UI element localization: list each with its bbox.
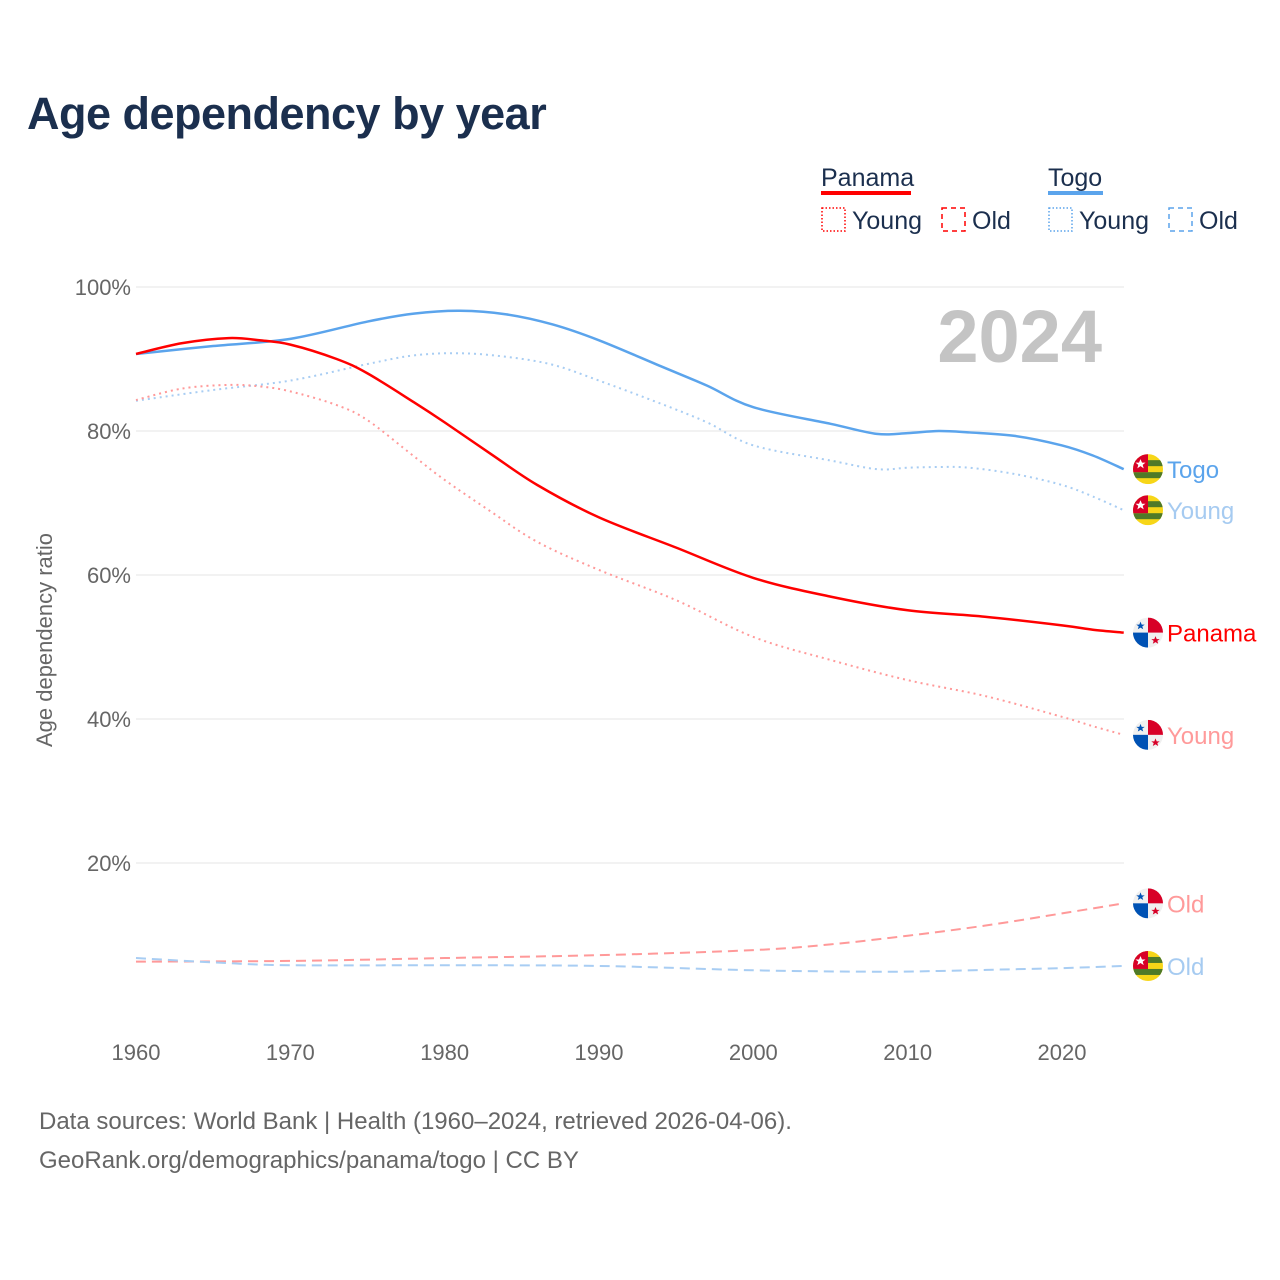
series-end-labels: Togo Young Panama Young Old Old	[1133, 454, 1257, 981]
grid	[136, 286, 1124, 864]
x-axis: 1960 1970 1980 1990 2000 2010 2020	[112, 1040, 1087, 1065]
series-label: Togo	[1167, 457, 1219, 484]
y-tick-label: 20%	[87, 851, 131, 876]
legend-swatch-young	[821, 207, 846, 232]
legend: Panama Young Old Togo Young Old	[821, 164, 1238, 235]
legend-line-swatch	[1048, 191, 1103, 195]
legend-country: Togo	[1048, 164, 1102, 192]
x-tick-label: 1980	[420, 1040, 469, 1065]
togo-flag-icon	[1133, 951, 1163, 981]
legend-item-label: Old	[972, 207, 1011, 235]
series-line-togo-young	[135, 352, 1125, 512]
legend-swatch-young	[1048, 207, 1073, 232]
end-label-togo-young: Young	[1133, 495, 1234, 526]
series-label: Old	[1167, 954, 1204, 981]
end-label-panama-old: Old	[1133, 888, 1204, 919]
series-line-togo-old	[135, 957, 1124, 973]
series-lines	[135, 309, 1125, 973]
series-line-panama-old	[135, 902, 1124, 963]
legend-swatch-old	[941, 207, 966, 232]
y-axis: 20% 40% 60% 80% 100%	[75, 275, 131, 876]
legend-line-swatch	[821, 191, 911, 195]
y-tick-label: 60%	[87, 563, 131, 588]
series-label: Young	[1167, 723, 1234, 750]
y-tick-label: 80%	[87, 419, 131, 444]
togo-flag-icon	[1133, 454, 1163, 484]
legend-item-label: Old	[1199, 207, 1238, 235]
legend-group-panama: Panama Young Old	[821, 164, 1011, 235]
x-tick-label: 2010	[883, 1040, 932, 1065]
panama-flag-icon	[1133, 618, 1163, 648]
series-label: Old	[1167, 891, 1204, 918]
x-tick-label: 2000	[729, 1040, 778, 1065]
togo-flag-icon	[1133, 495, 1163, 525]
panama-flag-icon	[1133, 720, 1163, 750]
x-tick-label: 1960	[112, 1040, 161, 1065]
y-tick-label: 40%	[87, 707, 131, 732]
end-label-panama-young: Young	[1133, 720, 1234, 750]
y-tick-label: 100%	[75, 275, 131, 300]
series-line-togo	[135, 309, 1125, 471]
year-watermark: 2024	[937, 295, 1102, 378]
series-label: Young	[1167, 498, 1234, 525]
x-tick-label: 1970	[266, 1040, 315, 1065]
x-tick-label: 2020	[1038, 1040, 1087, 1065]
series-line-panama-young	[135, 383, 1124, 736]
chart-title: Age dependency by year	[27, 88, 547, 139]
panama-flag-icon	[1133, 888, 1163, 918]
series-line-panama	[135, 336, 1124, 634]
end-label-togo-old: Old	[1133, 951, 1204, 981]
legend-swatch-old	[1168, 207, 1193, 232]
legend-group-togo: Togo Young Old	[1048, 164, 1238, 235]
end-label-panama: Panama	[1133, 618, 1257, 648]
footer-sources: Data sources: World Bank | Health (1960–…	[39, 1108, 792, 1135]
x-tick-label: 1990	[575, 1040, 624, 1065]
end-label-togo: Togo	[1133, 454, 1219, 485]
legend-country: Panama	[821, 164, 914, 192]
legend-item-label: Young	[1079, 207, 1149, 235]
y-axis-label: Age dependency ratio	[32, 533, 57, 747]
legend-item-label: Young	[852, 207, 922, 235]
series-label: Panama	[1167, 621, 1257, 648]
footer-link[interactable]: GeoRank.org/demographics/panama/togo | C…	[39, 1147, 579, 1174]
